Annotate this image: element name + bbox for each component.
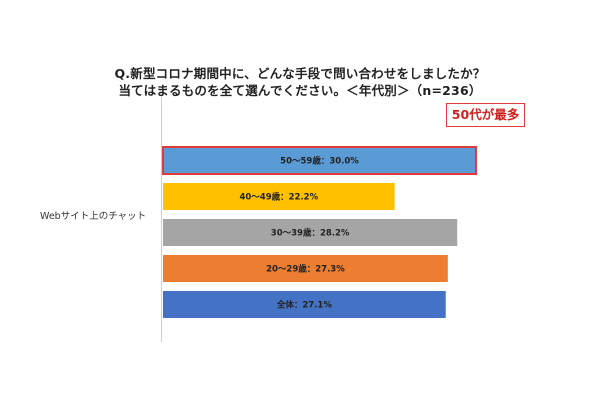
- chart-title-line-2: 当てはまるものを全て選んでください。＜年代別＞（n=236）: [118, 83, 482, 98]
- bar-label-2: 30〜39歳：28.2%: [271, 228, 350, 239]
- bar-label-1: 40〜49歳：22.2%: [239, 192, 318, 203]
- highlight-callout: 50代が最多: [446, 103, 525, 127]
- category-axis-label: Webサイト上のチャット: [40, 211, 147, 222]
- category-axis-line: [161, 97, 162, 342]
- bar-1: [163, 183, 395, 210]
- bar-0: [162, 146, 477, 175]
- bar-label-3: 20〜29歳：27.3%: [266, 264, 345, 275]
- bar-3: [163, 255, 448, 282]
- chart-title-line-1: Q.新型コロナ期間中に、どんな手段で問い合わせをしましたか？: [114, 66, 486, 81]
- bar-label-4: 全体：27.1%: [276, 300, 332, 311]
- bar-label-0: 50〜59歳：30.0%: [280, 156, 359, 167]
- bar-4: [163, 291, 446, 318]
- bar-2: [163, 219, 458, 246]
